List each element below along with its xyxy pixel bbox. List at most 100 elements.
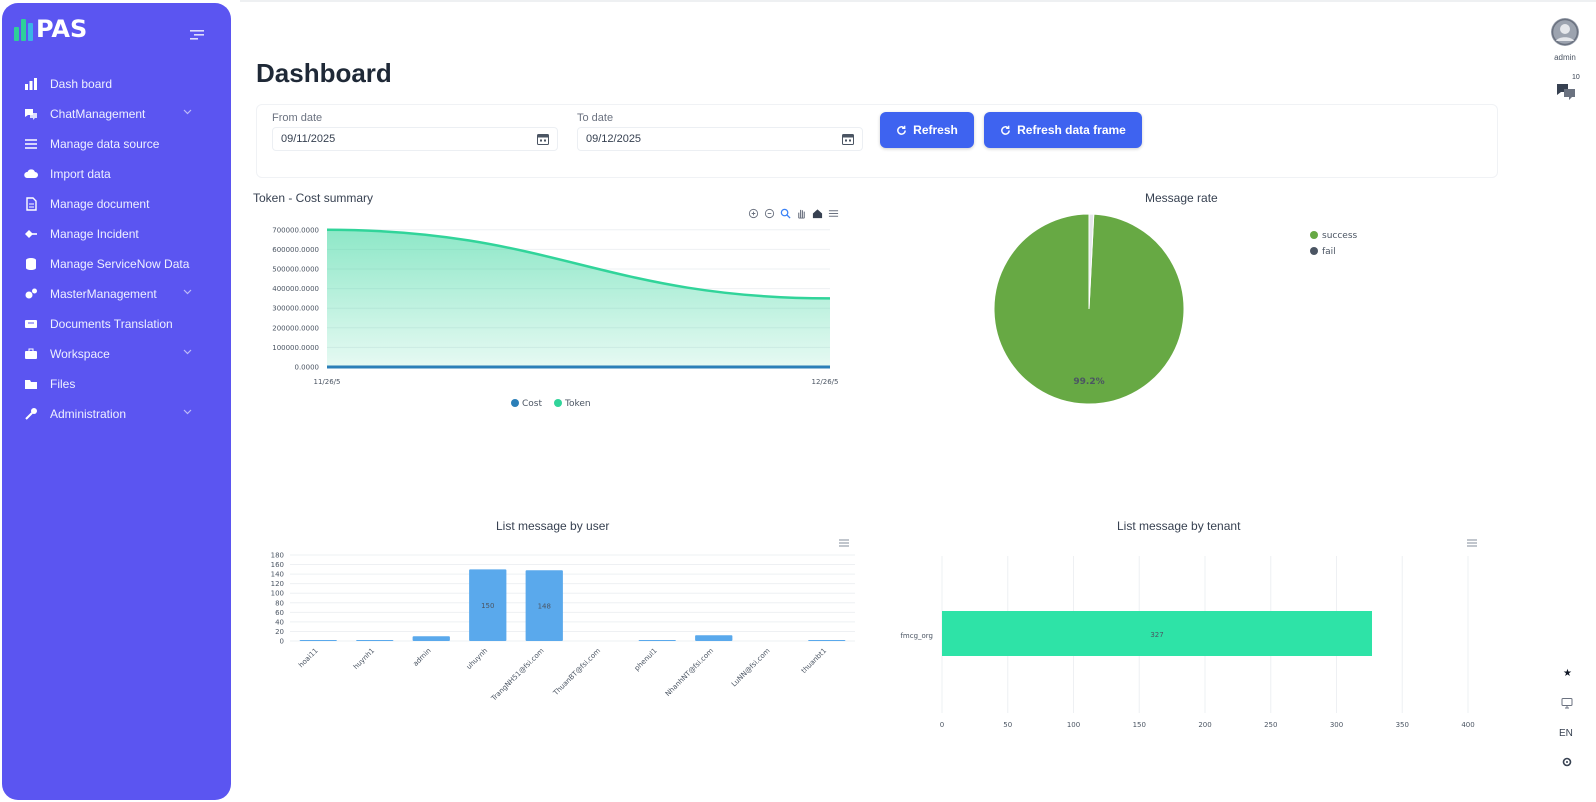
folder-icon xyxy=(24,377,38,391)
y-tick-label: 600000.0000 xyxy=(272,246,319,254)
sidebar-item-mastermanagement[interactable]: MasterManagement xyxy=(24,279,224,309)
app-logo[interactable]: PAS xyxy=(14,17,87,41)
to-date-input[interactable]: 09/12/2025 xyxy=(577,127,863,151)
chart-toolbar xyxy=(748,208,839,219)
bar xyxy=(299,640,337,641)
chat-bubbles-icon xyxy=(1557,84,1575,100)
translate-icon xyxy=(24,317,38,331)
messages-by-tenant-chart: 0 50 100 150 200 250 300 350 400 327 fmcg_org xyxy=(900,556,1475,729)
magnifier-icon[interactable] xyxy=(780,208,791,219)
y-tick-label: 500000.0000 xyxy=(272,266,319,274)
bar xyxy=(942,611,1373,656)
token-cost-chart: 0.0000 100000.0000 200000.0000 300000.0000 4… xyxy=(272,226,838,409)
sidebar: PAS Dash board ChatManagement Manage data … xyxy=(2,3,231,800)
sidebar-item-manage-data-source[interactable]: Manage data source xyxy=(24,129,224,159)
bar xyxy=(356,640,394,641)
list-icon xyxy=(24,137,38,151)
calendar-icon[interactable] xyxy=(842,133,854,145)
zoom-in-icon[interactable] xyxy=(748,208,759,219)
x-tick-label: 250 xyxy=(1264,721,1277,729)
x-tick-label: huynh1 xyxy=(352,647,376,671)
token-cost-chart-title: Token - Cost summary xyxy=(253,191,374,205)
sidebar-item-label: Documents Translation xyxy=(50,317,173,331)
from-date-input[interactable]: 09/11/2025 xyxy=(272,127,558,151)
y-tick-label: 120 xyxy=(271,580,284,588)
to-date-value: 09/12/2025 xyxy=(586,133,642,145)
y-tick-label: 200000.0000 xyxy=(272,324,319,332)
y-tick-label: 0.0000 xyxy=(295,364,320,372)
page-title: Dashboard xyxy=(256,58,392,88)
to-date-label: To date xyxy=(577,112,614,124)
database-icon xyxy=(24,257,38,271)
sidebar-item-documents-translation[interactable]: Documents Translation xyxy=(24,309,224,339)
logo-bars-icon xyxy=(14,19,33,41)
sidebar-item-label: Manage data source xyxy=(50,137,160,151)
y-tick-label: 700000.0000 xyxy=(272,226,319,234)
user-avatar-icon xyxy=(1551,18,1579,46)
chart-menu-icon[interactable] xyxy=(838,537,850,549)
refresh-data-frame-button[interactable]: Refresh data frame xyxy=(984,112,1142,148)
sidebar-item-import-data[interactable]: Import data xyxy=(24,159,224,189)
x-tick-label: hoai11 xyxy=(297,647,320,670)
monitor-icon[interactable] xyxy=(1561,697,1573,709)
home-icon[interactable] xyxy=(812,208,823,219)
zoom-out-icon[interactable] xyxy=(764,208,775,219)
y-tick-label: 180 xyxy=(271,552,284,560)
sidebar-item-workspace[interactable]: Workspace xyxy=(24,339,224,369)
message-rate-chart: 99.2% success fail xyxy=(993,213,1358,405)
chevron-down-icon[interactable] xyxy=(183,107,192,118)
y-tick-label: 60 xyxy=(275,609,284,617)
avatar[interactable] xyxy=(1551,18,1579,46)
star-icon[interactable]: ★ xyxy=(1563,668,1572,679)
bar xyxy=(638,640,676,641)
refresh-button[interactable]: Refresh xyxy=(880,112,974,148)
token-area xyxy=(327,229,830,367)
chat-icon xyxy=(24,107,38,121)
y-tick-label: 300000.0000 xyxy=(272,305,319,313)
bar xyxy=(469,569,507,641)
sidebar-item-files[interactable]: Files xyxy=(24,369,224,399)
legend-token-marker xyxy=(554,399,562,407)
x-tick-label: uhuynh xyxy=(465,647,489,671)
sidebar-menu: Dash board ChatManagement Manage data sour… xyxy=(24,69,224,429)
sidebar-item-manage-servicenow-data[interactable]: Manage ServiceNow Data xyxy=(24,249,224,279)
sidebar-item-administration[interactable]: Administration xyxy=(24,399,224,429)
sidebar-item-label: ChatManagement xyxy=(50,107,146,121)
sidebar-item-label: Administration xyxy=(50,407,127,421)
notification-count: 10 xyxy=(1572,74,1580,81)
chart-menu-icon[interactable] xyxy=(1466,537,1478,549)
sidebar-item-label: Import data xyxy=(50,167,111,181)
chart-icon xyxy=(24,77,38,91)
sidebar-item-chatmanagement[interactable]: ChatManagement xyxy=(24,99,224,129)
collapse-menu-icon[interactable] xyxy=(190,27,204,43)
bar xyxy=(525,570,563,641)
menu-icon[interactable] xyxy=(828,208,839,219)
legend-marker-success xyxy=(1310,231,1318,239)
sidebar-item-dash-board[interactable]: Dash board xyxy=(24,69,224,99)
filter-panel xyxy=(256,104,1498,178)
chat-notification-button[interactable]: 10 xyxy=(1556,74,1580,105)
pan-hand-icon[interactable] xyxy=(796,208,807,219)
x-tick-label: thuanbt1 xyxy=(800,647,828,675)
app-name: PAS xyxy=(36,15,88,43)
sidebar-item-manage-document[interactable]: Manage document xyxy=(24,189,224,219)
calendar-icon[interactable] xyxy=(537,133,549,145)
wrench-icon xyxy=(24,407,38,421)
document-icon xyxy=(24,197,38,211)
chevron-down-icon[interactable] xyxy=(183,407,192,418)
top-border xyxy=(240,0,1596,2)
legend-cost-label: Cost xyxy=(522,399,542,409)
pie-slice-fail xyxy=(1088,213,1095,310)
sidebar-item-manage-incident[interactable]: Manage Incident xyxy=(24,219,224,249)
username: admin xyxy=(1554,53,1576,62)
x-tick-label: 11/26/5 xyxy=(314,378,341,386)
chevron-down-icon[interactable] xyxy=(183,287,192,298)
chevron-down-icon[interactable] xyxy=(183,347,192,358)
sidebar-item-label: Dash board xyxy=(50,77,113,91)
settings-icon[interactable] xyxy=(1561,756,1573,768)
legend-label-fail: fail xyxy=(1322,247,1336,257)
x-tick-label: NhanhNT@fsi.com xyxy=(664,647,715,698)
language-switch[interactable]: EN xyxy=(1559,728,1573,739)
user-chart-title: List message by user xyxy=(496,519,610,533)
